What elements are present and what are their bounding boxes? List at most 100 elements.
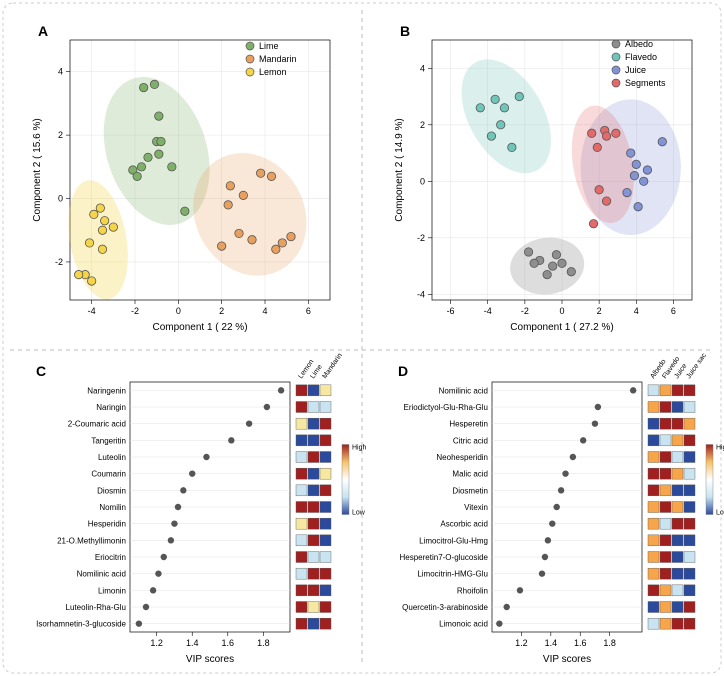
scatter-point <box>87 277 95 285</box>
heatmap-cell <box>672 585 683 596</box>
heatmap-cell <box>672 485 683 496</box>
svg-text:2: 2 <box>597 306 602 316</box>
vip-item-label: Nomilin <box>99 503 126 512</box>
heatmap-cell <box>684 452 695 463</box>
heatmap-cell <box>296 468 307 479</box>
heatmap-cell <box>672 618 683 629</box>
figure-root: A-4-20246-2024Component 1 ( 22 %)Compone… <box>0 0 724 676</box>
scatter-point <box>155 150 163 158</box>
svg-text:2: 2 <box>58 130 63 140</box>
scatter-point <box>515 92 523 100</box>
vip-point <box>228 437 234 443</box>
vip-item-label: Vitexin <box>464 503 488 512</box>
vip-point <box>554 504 560 510</box>
vip-point <box>496 620 502 626</box>
svg-text:Mandarin: Mandarin <box>321 352 344 380</box>
heatmap-cell <box>308 435 319 446</box>
vip-point <box>595 404 601 410</box>
heatmap-cell <box>320 418 331 429</box>
scatter-point <box>602 132 610 140</box>
heatmap-cell <box>320 502 331 513</box>
legend: AlbedoFlavedoJuiceSegments <box>612 39 666 88</box>
vip-item-label: Citric acid <box>453 436 488 445</box>
svg-text:B: B <box>400 23 410 39</box>
heatmap-cell <box>660 568 671 579</box>
svg-text:Low: Low <box>716 510 724 517</box>
scatter-point <box>85 239 93 247</box>
scatter-point <box>500 104 508 112</box>
vip-item-label: Tangeritin <box>91 436 126 445</box>
scatter-point <box>632 160 640 168</box>
scatter-point <box>96 204 104 212</box>
scatter-point <box>267 172 275 180</box>
svg-text:Lemon: Lemon <box>259 67 287 77</box>
heatmap-cell <box>648 468 659 479</box>
vip-item-label: Naringenin <box>87 386 126 395</box>
heatmap-cell <box>296 618 307 629</box>
heatmap-cell <box>684 602 695 613</box>
heatmap-cell <box>684 418 695 429</box>
heatmap-cell <box>660 502 671 513</box>
heatmap-cell <box>308 518 319 529</box>
svg-text:0: 0 <box>176 306 181 316</box>
heatmap-cell <box>684 402 695 413</box>
scatter-point <box>530 259 538 267</box>
svg-text:0: 0 <box>58 194 63 204</box>
vip-item-label: Eriocitrin <box>95 553 126 562</box>
svg-text:1.4: 1.4 <box>186 638 199 648</box>
svg-text:1.8: 1.8 <box>257 638 270 648</box>
svg-text:2: 2 <box>219 306 224 316</box>
vip-item-label: Limonoic acid <box>439 620 488 629</box>
scatter-point <box>595 186 603 194</box>
svg-text:Segments: Segments <box>625 78 666 88</box>
heatmap-cell <box>672 568 683 579</box>
scatter-point <box>100 217 108 225</box>
vip-item-label: Isorhamnetin-3-glucoside <box>36 620 126 629</box>
cluster-ellipse <box>506 233 587 299</box>
vip-item-label: Diosmin <box>97 486 126 495</box>
heatmap-cell <box>660 418 671 429</box>
heatmap-cell <box>308 618 319 629</box>
heatmap-cell <box>648 485 659 496</box>
svg-text:4: 4 <box>634 306 639 316</box>
heatmap-cell <box>648 552 659 563</box>
scatter-point <box>567 268 575 276</box>
scatter-point <box>543 270 551 278</box>
svg-text:Component 1 ( 27.2 %): Component 1 ( 27.2 %) <box>510 322 613 333</box>
svg-text:2: 2 <box>420 120 425 130</box>
scatter-point <box>627 149 635 157</box>
vip-item-label: Rhoifolin <box>457 586 488 595</box>
heatmap-cell <box>320 518 331 529</box>
svg-text:1.2: 1.2 <box>515 638 528 648</box>
heatmap-cell <box>648 435 659 446</box>
heatmap-cell <box>296 485 307 496</box>
vip-panel: DNomilinic acidEriodictyol-Glu-Rha-GluHe… <box>398 352 724 665</box>
vip-item-label: Limocitrol-Glu-Hmg <box>419 536 488 545</box>
heatmap-cell <box>308 402 319 413</box>
heatmap-cell <box>660 585 671 596</box>
vip-point <box>143 604 149 610</box>
heatmap-cell <box>660 485 671 496</box>
heatmap-cell <box>320 385 331 396</box>
vip-point <box>549 520 555 526</box>
heatmap-cell <box>672 418 683 429</box>
heatmap-cell <box>296 385 307 396</box>
scatter-point <box>643 166 651 174</box>
heatmap-cell <box>308 602 319 613</box>
scatter-point <box>476 104 484 112</box>
heatmap-cell <box>296 452 307 463</box>
heatmap-cell <box>660 618 671 629</box>
vip-item-label: Nomilinic acid <box>439 386 488 395</box>
heatmap-cell <box>648 618 659 629</box>
svg-text:0: 0 <box>559 306 564 316</box>
vip-item-label: Diosmetin <box>452 486 488 495</box>
heatmap-cell <box>296 568 307 579</box>
svg-text:Juice: Juice <box>625 65 646 75</box>
vip-point <box>175 504 181 510</box>
svg-text:High: High <box>352 445 367 452</box>
heatmap-cell <box>320 585 331 596</box>
heatmap-cell <box>660 535 671 546</box>
heatmap-cell <box>296 435 307 446</box>
heatmap-cell <box>660 435 671 446</box>
heatmap-cell <box>672 452 683 463</box>
